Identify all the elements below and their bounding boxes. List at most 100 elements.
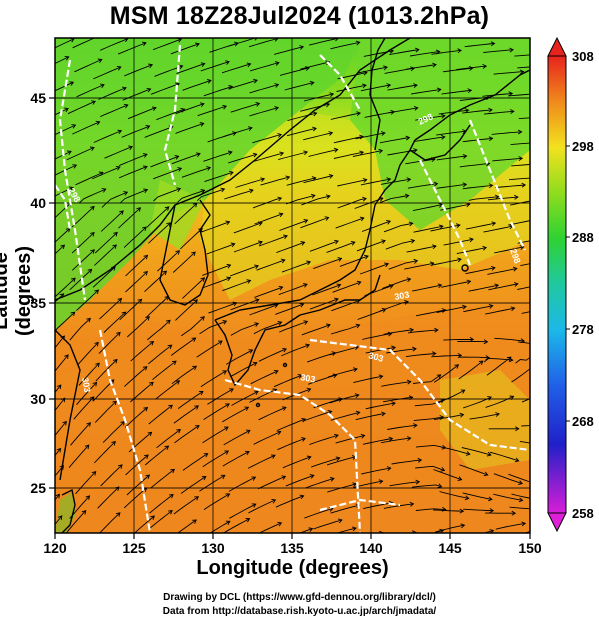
streamline-arrowhead — [433, 181, 439, 187]
streamline — [431, 354, 462, 358]
streamline — [435, 524, 465, 533]
streamline — [379, 301, 409, 312]
streamline-arrowhead — [146, 87, 152, 93]
streamline — [147, 319, 171, 341]
streamline — [361, 220, 391, 232]
streamline-arrowhead — [352, 482, 358, 488]
streamline-arrowhead — [200, 62, 206, 67]
streamline — [468, 196, 499, 201]
streamline — [173, 405, 199, 424]
streamline-arrowhead — [168, 404, 173, 410]
streamline — [117, 42, 147, 55]
x-tick-label: 145 — [438, 540, 462, 556]
streamline-arrowhead — [301, 437, 306, 442]
streamline — [430, 224, 460, 232]
streamline — [545, 528, 574, 536]
streamline — [433, 364, 459, 383]
streamline — [74, 59, 102, 73]
streamline-arrowhead — [169, 493, 174, 499]
streamline-arrowhead — [539, 356, 543, 360]
streamline-arrowhead — [488, 136, 494, 142]
streamline-arrowhead — [415, 479, 421, 485]
contour-label: 303 — [80, 377, 92, 394]
streamline-arrowhead — [359, 150, 365, 156]
streamline — [330, 411, 360, 421]
streamline-arrowhead — [570, 526, 574, 530]
streamline-arrowhead — [465, 451, 471, 456]
streamline — [77, 342, 99, 365]
streamline-arrowhead — [56, 384, 62, 390]
streamline-arrowhead — [409, 327, 415, 333]
streamline — [55, 81, 74, 92]
streamline — [258, 348, 287, 362]
streamline-arrowhead — [283, 234, 288, 240]
streamline — [336, 84, 367, 92]
streamline-arrowhead — [90, 205, 95, 211]
streamline — [127, 107, 157, 120]
streamline — [249, 304, 278, 316]
streamline — [148, 222, 171, 244]
streamline — [281, 344, 310, 357]
streamline — [356, 240, 386, 252]
streamline — [118, 207, 141, 229]
streamline — [299, 528, 313, 533]
streamline — [157, 250, 180, 272]
streamline — [76, 289, 99, 311]
streamline-arrowhead — [378, 196, 384, 202]
streamline — [150, 155, 179, 168]
streamline — [276, 241, 305, 254]
streamline — [437, 389, 465, 404]
streamline — [69, 318, 91, 341]
streamline — [382, 396, 413, 403]
streamline — [363, 50, 394, 57]
streamline-arrowhead — [282, 347, 287, 353]
streamline-arrowhead — [406, 436, 412, 441]
streamline-arrowhead — [194, 496, 200, 501]
streamline-arrowhead — [519, 69, 525, 75]
streamline — [312, 284, 341, 296]
streamline-arrowhead — [462, 182, 468, 188]
streamline — [55, 421, 67, 437]
streamline — [300, 61, 330, 70]
streamline — [177, 391, 204, 409]
streamline — [383, 329, 414, 335]
streamline — [181, 167, 211, 178]
streamline-arrowhead — [258, 240, 263, 246]
streamline-arrowhead — [148, 63, 154, 69]
streamline — [495, 184, 526, 188]
streamline — [99, 512, 121, 533]
streamline — [360, 178, 391, 186]
streamline — [379, 137, 410, 144]
streamline — [443, 238, 474, 246]
streamline — [55, 354, 69, 372]
streamline-arrowhead — [386, 177, 392, 183]
streamline — [353, 375, 383, 384]
streamline — [330, 112, 361, 120]
streamline — [258, 406, 287, 421]
streamline-arrowhead — [255, 101, 261, 107]
streamline — [441, 89, 472, 95]
streamline-arrowhead — [434, 327, 439, 333]
streamline — [456, 65, 487, 71]
streamline-arrowhead — [431, 351, 437, 357]
streamline-arrowhead — [568, 312, 572, 316]
streamline — [385, 240, 415, 250]
streamline-arrowhead — [532, 365, 536, 369]
streamline — [76, 84, 105, 98]
streamline — [326, 241, 355, 253]
streamline — [148, 510, 173, 530]
streamline — [461, 447, 492, 456]
streamline-arrowhead — [408, 395, 414, 401]
streamline — [97, 486, 120, 509]
streamline — [122, 88, 151, 101]
streamline-arrowhead — [270, 454, 276, 459]
streamline-arrowhead — [494, 283, 500, 289]
streamline — [483, 530, 494, 533]
streamline-arrowhead — [521, 521, 527, 527]
streamline — [380, 437, 411, 444]
streamline — [518, 117, 530, 120]
streamline-arrowhead — [310, 193, 316, 199]
streamline — [379, 195, 409, 204]
streamline-arrowhead — [488, 303, 494, 309]
streamline-arrowhead — [297, 374, 303, 379]
